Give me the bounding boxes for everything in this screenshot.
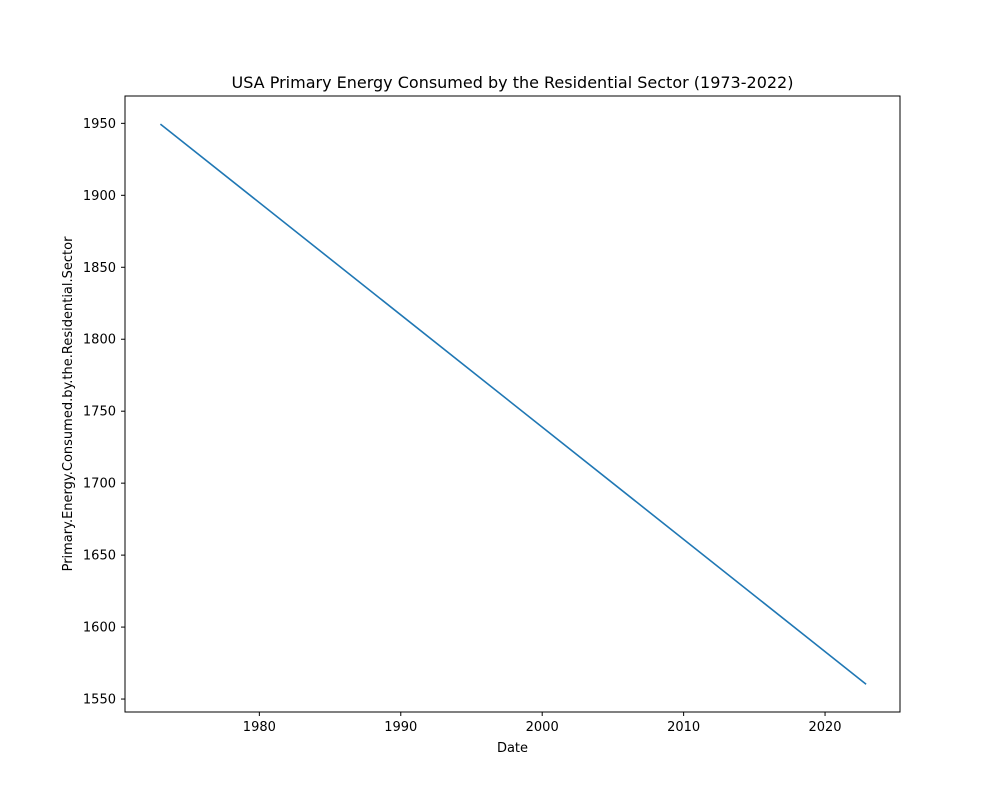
- y-tick-label-1600: 1600: [83, 621, 116, 636]
- y-tick-label-1800: 1800: [83, 333, 116, 348]
- series-line-1: [159, 123, 867, 685]
- y-axis-label: Primary.Energy.Consumed.by.the.Residenti…: [61, 236, 76, 572]
- y-tick-label-1550: 1550: [83, 693, 116, 708]
- plot-frame: [124, 95, 901, 713]
- plot-area: 1980 1990 2000 2010 2020 1550 1600 1650 1700 1750…: [83, 95, 901, 735]
- x-tick-label-2000: 2000: [526, 720, 559, 735]
- chart-title: USA Primary Energy Consumed by the Resid…: [232, 73, 794, 92]
- y-tick-label-1650: 1650: [83, 549, 116, 564]
- y-tick-label-1700: 1700: [83, 477, 116, 492]
- x-tick-label-2010: 2010: [667, 720, 700, 735]
- y-tick-label-1850: 1850: [83, 261, 116, 276]
- x-axis-label: Date: [497, 741, 528, 756]
- x-tick-label-2020: 2020: [808, 720, 841, 735]
- y-tick-label-1750: 1750: [83, 405, 116, 420]
- x-tick-label-1990: 1990: [384, 720, 417, 735]
- x-tick-label-1980: 1980: [243, 720, 276, 735]
- y-tick-label-1900: 1900: [83, 189, 116, 204]
- y-tick-label-1950: 1950: [83, 117, 116, 132]
